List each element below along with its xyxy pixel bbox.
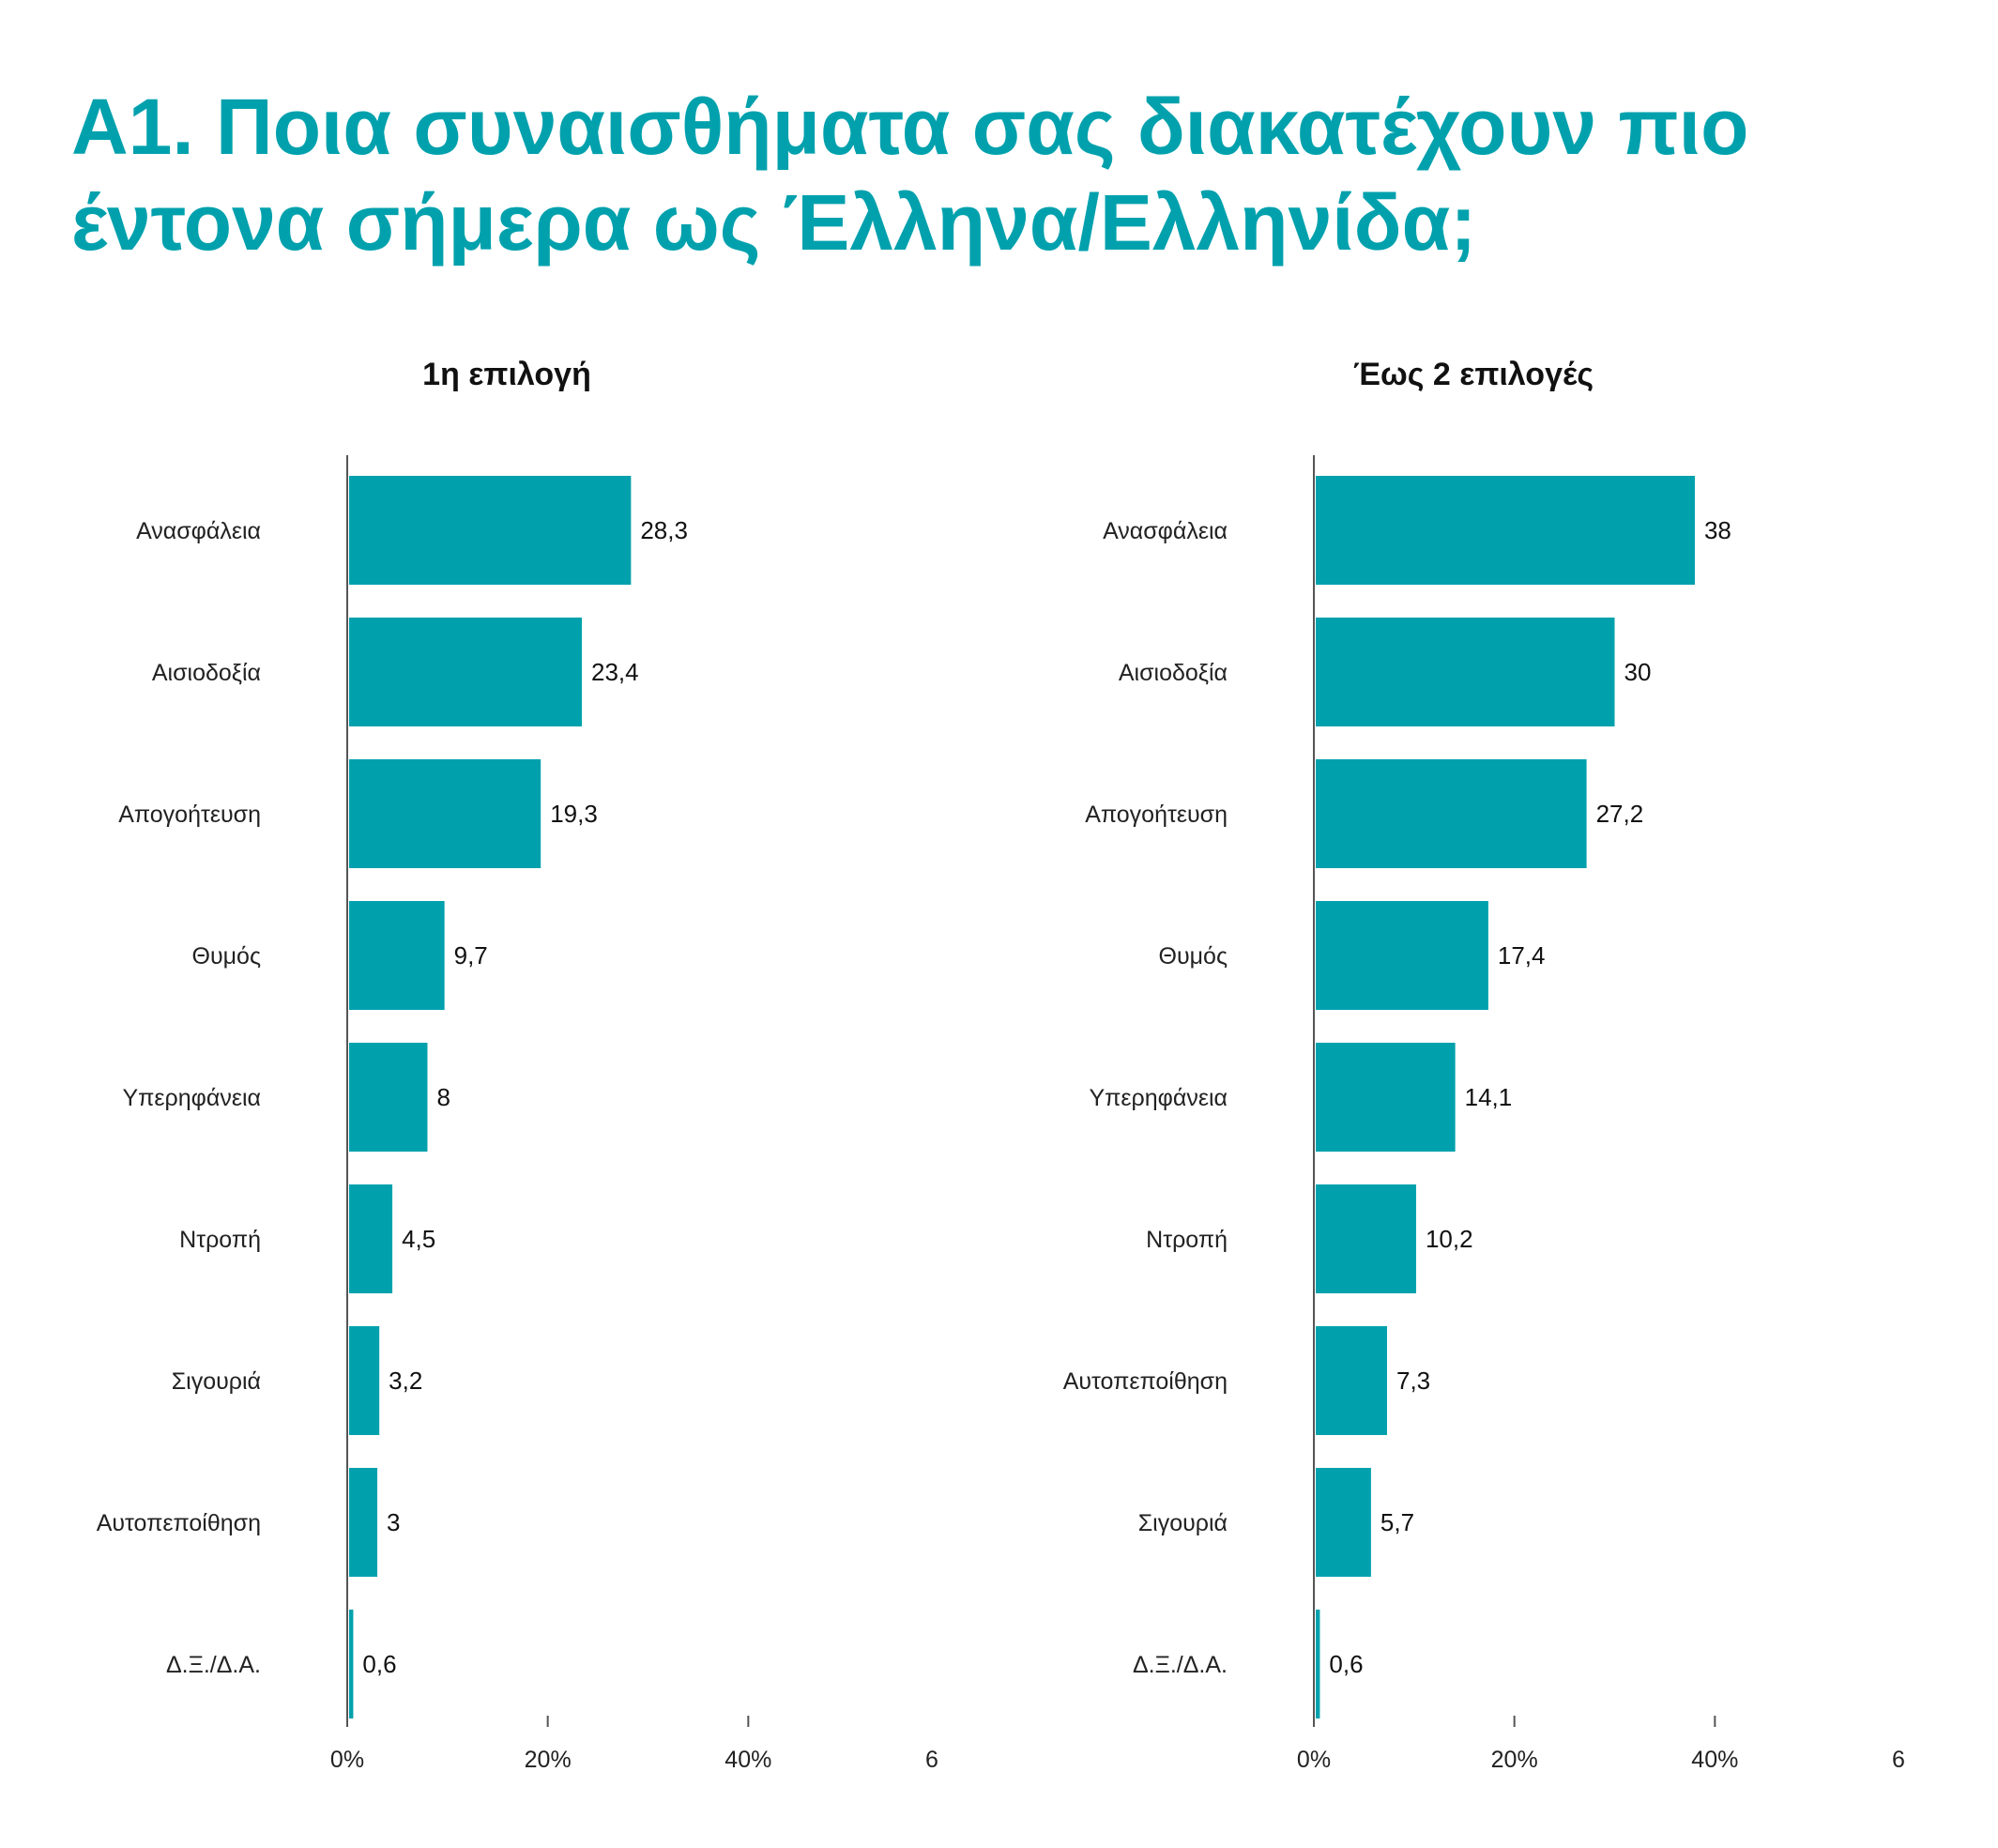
data-label: 17,4 [1498, 941, 1546, 970]
category-label: Αυτοπεποίθηση [97, 1510, 261, 1536]
x-tick-label: 0% [330, 1747, 364, 1773]
category-label: Δ.Ξ./Δ.Α. [166, 1652, 261, 1678]
bar [1316, 901, 1488, 1010]
bar [1316, 1043, 1456, 1152]
x-tick-label: 60% [925, 1747, 938, 1773]
x-tick-label: 40% [724, 1747, 771, 1773]
category-label: Ανασφάλεια [1103, 518, 1228, 544]
category-label: Απογοήτευση [1085, 802, 1228, 828]
data-label: 8 [436, 1083, 450, 1111]
bar [1316, 476, 1695, 585]
data-label: 3,2 [389, 1367, 422, 1395]
category-label: Θυμός [1159, 943, 1228, 970]
data-label: 23,4 [591, 658, 639, 686]
data-label: 38 [1704, 516, 1731, 544]
category-label: Απογοήτευση [118, 802, 261, 828]
bar [349, 1610, 354, 1718]
category-label: Υπερηφάνεια [122, 1085, 261, 1111]
data-label: 0,6 [362, 1650, 396, 1678]
chart-up-to-two-choices: Έως 2 επιλογές Ανασφάλεια 38 Αισιοδοξία 30 Απ… [967, 338, 1905, 1802]
category-label: Υπερηφάνεια [1089, 1085, 1228, 1111]
data-label: 14,1 [1465, 1083, 1513, 1111]
category-label: Θυμός [192, 943, 261, 970]
data-label: 4,5 [402, 1225, 435, 1253]
chart-svg: 1η επιλογή Ανασφάλεια 28,3 Αισιοδοξία 23,4 Απ… [97, 357, 938, 1773]
data-label: 19,3 [550, 800, 598, 828]
category-label: Ανασφάλεια [136, 518, 261, 544]
data-label: 0,6 [1329, 1650, 1363, 1678]
bar [1316, 1468, 1371, 1577]
bar [349, 618, 582, 726]
x-tick-label: 20% [525, 1747, 572, 1773]
chart-first-choice: 1η επιλογή Ανασφάλεια 28,3 Αισιοδοξία 23,4 Απ… [0, 338, 938, 1802]
data-label: 3 [387, 1508, 400, 1536]
category-label: Αισιοδοξία [1119, 660, 1228, 686]
category-label: Σιγουριά [1138, 1510, 1228, 1536]
bar [1316, 1326, 1387, 1435]
category-label: Δ.Ξ./Δ.Α. [1133, 1652, 1228, 1678]
bar [1316, 1184, 1416, 1293]
bar [1316, 759, 1587, 868]
data-label: 5,7 [1380, 1508, 1414, 1536]
bar [349, 1468, 378, 1577]
bar [349, 901, 445, 1010]
x-tick-label: 20% [1491, 1747, 1538, 1773]
data-label: 10,2 [1426, 1225, 1473, 1253]
category-label: Αισιοδοξία [152, 660, 261, 686]
bar [349, 1043, 428, 1152]
chart-title: Έως 2 επιλογές [1353, 357, 1594, 392]
category-label: Αυτοπεποίθηση [1063, 1368, 1228, 1395]
data-label: 27,2 [1596, 800, 1644, 828]
chart-svg: Έως 2 επιλογές Ανασφάλεια 38 Αισιοδοξία 30 Απ… [1063, 357, 1905, 1773]
bar [349, 759, 541, 868]
x-tick-label: 40% [1691, 1747, 1738, 1773]
page-title: Α1. Ποια συναισθήματα σας διακατέχουν πι… [71, 83, 1749, 267]
bar [349, 476, 632, 585]
data-label: 9,7 [454, 941, 488, 970]
data-label: 28,3 [640, 516, 688, 544]
category-label: Σιγουριά [172, 1368, 261, 1395]
bar [349, 1326, 380, 1435]
x-tick-label: 60% [1892, 1747, 1905, 1773]
bar [1316, 618, 1615, 726]
bar [349, 1184, 393, 1293]
category-label: Ντροπή [1146, 1227, 1228, 1253]
x-tick-label: 0% [1297, 1747, 1331, 1773]
chart-title: 1η επιλογή [422, 357, 591, 392]
category-label: Ντροπή [179, 1227, 261, 1253]
data-label: 7,3 [1396, 1367, 1430, 1395]
data-label: 30 [1624, 658, 1652, 686]
bar [1316, 1610, 1320, 1718]
